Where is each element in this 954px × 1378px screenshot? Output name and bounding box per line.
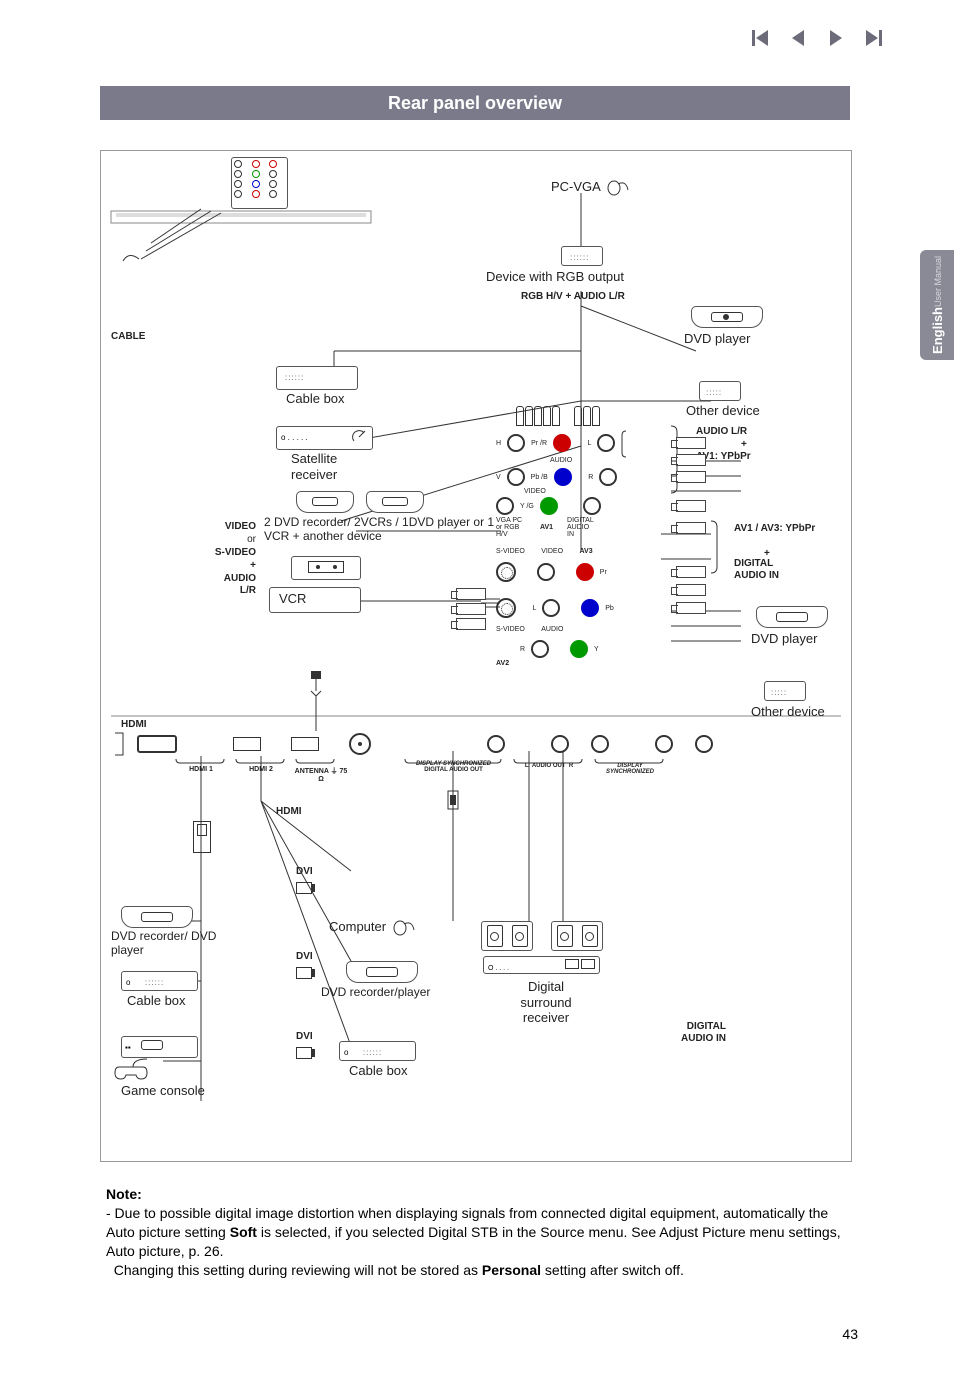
satellite-box: o . . . . . (276, 426, 373, 450)
hdmi-conn-icon (193, 821, 211, 853)
back-icon[interactable] (788, 28, 808, 48)
connection-lines (101, 151, 851, 1161)
dvd-player-label-1: DVD player (684, 331, 750, 347)
other-device-label-2: Other device (751, 704, 825, 720)
antenna-port-label: ANTENNA ⏚ 75 Ω (291, 766, 351, 783)
audio-side-label: AUDIO (201, 573, 256, 585)
rgb-hv-audio-label: RGB H/V + AUDIO L/R (521, 291, 625, 303)
vcr-label: VCR (279, 591, 306, 607)
other-device-box-2: ::::: (764, 681, 806, 701)
hdmi-section-label: HDMI (121, 719, 147, 731)
sat-dish-icon (352, 429, 368, 445)
cablebox-label-2: Cable box (127, 993, 186, 1009)
note-section: Note: - Due to possible digital image di… (106, 1185, 846, 1279)
gameconsole-label: Game console (121, 1083, 205, 1099)
dvd-rec-player-box (121, 906, 193, 928)
pc-vga-label: PC-VGA (551, 179, 630, 196)
dvi-label-2: DVI (296, 951, 313, 963)
plus-label-1: + (741, 439, 747, 451)
surround-label: Digital surround receiver (506, 979, 586, 1026)
hdmi1-port-label: HDMI 1 (181, 766, 221, 773)
diagram-frame: PC-VGA :::::: Device with RGB output RGB… (100, 150, 852, 1162)
dvd-recorder-box-b (366, 491, 424, 513)
surround-box-2 (551, 921, 603, 951)
svideo-label: S-VIDEO (189, 547, 256, 559)
computer-label: Computer (329, 919, 416, 936)
rca-plugs-left (456, 588, 486, 630)
cablebox-3: o :::::: (339, 1041, 416, 1061)
satellite-label: Satellite receiver (291, 451, 361, 482)
page-number: 43 (842, 1326, 858, 1342)
rgb-device-box: :::::: (561, 246, 603, 266)
digital-audio-in-label: DIGITAL AUDIO IN (734, 558, 804, 582)
disp-sync-label-2: DISPLAY SYNCHRONIZED (595, 763, 665, 775)
video-label: VIDEO (201, 521, 256, 533)
note-heading: Note: (106, 1186, 142, 1202)
cable-label: CABLE (111, 331, 145, 343)
cablebox-1: :::::: (276, 366, 358, 390)
digital-audio-in-label-2: DIGITAL AUDIO IN (656, 1021, 726, 1045)
bottom-port-strip (113, 731, 838, 757)
other-device-box-1: ::::: (699, 381, 741, 401)
forward-icon[interactable] (826, 28, 846, 48)
audio-out-label: L AUDIO OUT R (514, 763, 584, 769)
dig-audio-out-label: DISPLAY SYNCHRONIZED DIGITAL AUDIO OUT (401, 761, 506, 773)
vcr-small-box (291, 556, 361, 580)
tv-rear-panel-icon (231, 157, 288, 209)
dvi-label-3: DVI (296, 1031, 313, 1043)
hdmi2-port-label: HDMI 2 (241, 766, 281, 773)
note-body: - Due to possible digital image distorti… (106, 1205, 841, 1278)
dvd-player-label-2: DVD player (751, 631, 817, 647)
av-connector-panel: HPr /R L AUDIO VPb /B R VIDEO Y /G VGA P… (496, 406, 706, 716)
dvd-rec-player-label-2: DVD recorder/player (321, 985, 430, 999)
plus-label-2: + (201, 560, 256, 572)
dvd-rec-player-label: DVD recorder/ DVD player (111, 929, 221, 958)
dvi-port-2 (296, 966, 312, 984)
two-dvd-label: 2 DVD recorder/ 2VCRs / 1DVD player or 1… (264, 515, 499, 544)
dvd-recorder-box-a (296, 491, 354, 513)
language-sub: User Manual (934, 256, 943, 307)
skip-forward-icon[interactable] (864, 28, 884, 48)
skip-back-icon[interactable] (750, 28, 770, 48)
dvi-port-1 (296, 881, 312, 899)
section-title: Rear panel overview (100, 86, 850, 120)
gamepad-icon (113, 1057, 153, 1081)
surround-box-1 (481, 921, 533, 951)
cablebox-2: o :::::: (121, 971, 198, 991)
section-title-text: Rear panel overview (388, 93, 562, 114)
dvi-label-1: DVI (296, 866, 313, 878)
gameconsole-box: ▪▪ (121, 1036, 198, 1058)
surround-amp: O . . . . (483, 956, 600, 974)
dvd-player-box-1 (691, 306, 763, 328)
mouse-icon-2 (390, 920, 416, 936)
language-main: English (931, 307, 944, 354)
mouse-icon (604, 180, 630, 196)
cablebox-label-1: Cable box (286, 391, 345, 407)
lr-side-label: L/R (201, 585, 256, 597)
or-label: or (201, 534, 256, 546)
nav-icons (750, 28, 884, 48)
dvd-player-box-2 (756, 606, 828, 628)
rgb-device-label: Device with RGB output (486, 269, 624, 285)
language-tab: User Manual English (920, 250, 954, 360)
hdmi-branch-label: HDMI (276, 806, 302, 818)
av1av3-label: AV1 / AV3: YPbPr (734, 523, 824, 535)
cablebox-label-3: Cable box (349, 1063, 408, 1079)
dvi-port-3 (296, 1046, 312, 1064)
dvd-rec-player-box-2 (346, 961, 418, 983)
